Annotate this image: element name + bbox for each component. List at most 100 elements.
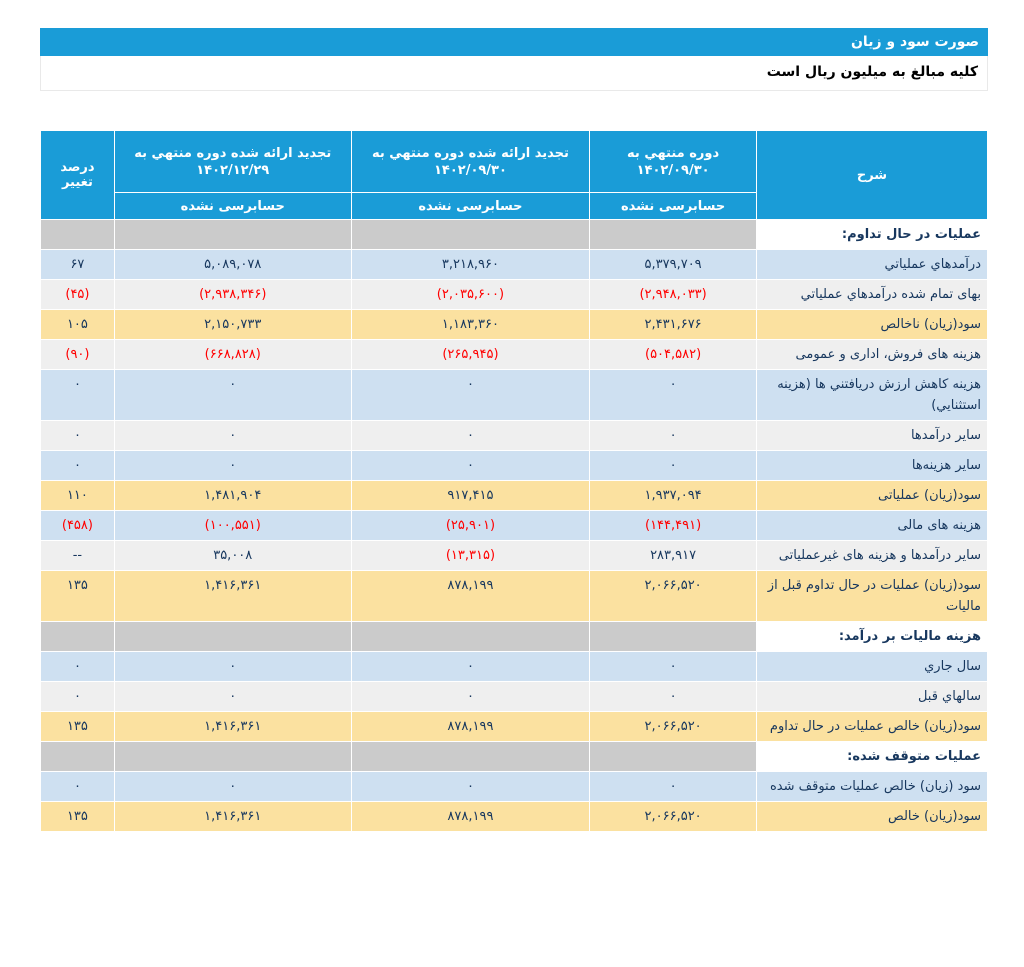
period-label: تجدید ارائه شده دوره منتهي به (371, 145, 569, 161)
row-label: سایر درآمدها و هزینه های غیرعملیاتی (755, 540, 989, 571)
header-row-main: شرح دوره منتهي به ۱۴۰۲/۰۹/۳۰ تجدید ارائه… (40, 130, 989, 220)
data-row: سود(زیان) عملیات در حال تداوم قبل از مال… (40, 570, 989, 622)
value-cell: ۰ (589, 420, 757, 451)
value-cell: (۵۰۴,۵۸۲) (589, 339, 757, 370)
data-row: سایر درآمدها ۰ ۰ ۰ ۰ (40, 420, 989, 451)
value-cell: ۸۷۸,۱۹۹ (350, 711, 591, 742)
value-cell: ۱,۴۸۱,۹۰۴ (113, 480, 352, 511)
value-cell: ۸۷۸,۱۹۹ (350, 570, 591, 622)
value-cell: ۱,۹۳۷,۰۹۴ (589, 480, 757, 511)
value-cell: ۰ (589, 771, 757, 802)
row-label: سال جاري (755, 651, 989, 682)
value-cell: (۲,۹۳۸,۳۴۶) (113, 279, 352, 310)
row-label: سایر درآمدها (755, 420, 989, 451)
data-row: بهای تمام شده درآمدهاي عملياتي (۲,۹۴۸,۰۳۳… (40, 279, 989, 310)
percent-cell: (۴۵) (40, 279, 115, 310)
value-cell (589, 741, 757, 772)
row-label: سود (زیان) خالص عملیات متوقف شده (755, 771, 989, 802)
data-row: درآمدهاي عملياتي ۵,۳۷۹,۷۰۹ ۳,۲۱۸,۹۶۰ ۵,۰۸۹,… (40, 249, 989, 280)
value-cell: ۱,۱۸۳,۳۶۰ (350, 309, 591, 340)
value-cell: ۱,۴۱۶,۳۶۱ (113, 711, 352, 742)
value-cell: (۱۴۴,۴۹۱) (589, 510, 757, 541)
value-cell: (۲,۹۴۸,۰۳۳) (589, 279, 757, 310)
section-label: عملیات متوقف شده: (755, 741, 989, 772)
percent-cell: ۱۳۵ (40, 711, 115, 742)
data-row: سود(زيان) ناخالص ۲,۴۳۱,۶۷۶ ۱,۱۸۳,۳۶۰ ۲,۱۵۰,… (40, 309, 989, 340)
percent-cell: ۰ (40, 771, 115, 802)
value-cell: (۲۶۵,۹۴۵) (350, 339, 591, 370)
data-row: هزینه های مالی (۱۴۴,۴۹۱) (۲۵,۹۰۱) (۱۰۰,۵۵۱)… (40, 510, 989, 541)
data-row: سایر هزینه‌ها ۰ ۰ ۰ ۰ (40, 450, 989, 481)
col-subheader-unaudited: حسابرسی نشده (113, 192, 352, 220)
row-label: هزینه های فروش، اداری و عمومی (755, 339, 989, 370)
section-row: عملیات در حال تداوم: (40, 219, 989, 250)
period-label: تجدید ارائه شده دوره منتهي به (134, 145, 332, 161)
row-label: سود(زيان) ناخالص (755, 309, 989, 340)
col-subheader-unaudited: حسابرسی نشده (350, 192, 591, 220)
income-statement-table: شرح دوره منتهي به ۱۴۰۲/۰۹/۳۰ تجدید ارائه… (40, 130, 989, 832)
value-cell: ۲۸۳,۹۱۷ (589, 540, 757, 571)
col-header-description: شرح (755, 130, 989, 220)
data-row: سالهاي قبل ۰ ۰ ۰ ۰ (40, 681, 989, 712)
value-cell: ۰ (113, 420, 352, 451)
section-label: هزینه مالیات بر درآمد: (755, 621, 989, 652)
value-cell: ۰ (350, 420, 591, 451)
section-row: هزینه مالیات بر درآمد: (40, 621, 989, 652)
value-cell: (۶۶۸,۸۲۸) (113, 339, 352, 370)
data-row: سال جاري ۰ ۰ ۰ ۰ (40, 651, 989, 682)
units-note-bar: کلیه مبالغ به میلیون ریال است (40, 56, 988, 91)
value-cell (589, 219, 757, 250)
percent-cell (40, 741, 115, 772)
data-row: سود(زیان) خالص عملیات در حال تداوم ۲,۰۶۶,… (40, 711, 989, 742)
value-cell: ۰ (113, 681, 352, 712)
value-cell: ۲,۰۶۶,۵۲۰ (589, 570, 757, 622)
value-cell: ۲,۰۶۶,۵۲۰ (589, 801, 757, 832)
percent-cell: ۰ (40, 420, 115, 451)
row-label: هزینه های مالی (755, 510, 989, 541)
value-cell: ۲,۰۶۶,۵۲۰ (589, 711, 757, 742)
report-title: صورت سود و زیان (850, 34, 979, 50)
value-cell: ۰ (589, 369, 757, 421)
value-cell: ۰ (589, 681, 757, 712)
value-cell: ۵,۳۷۹,۷۰۹ (589, 249, 757, 280)
col-header-restated-annual: تجدید ارائه شده دوره منتهي به ۱۴۰۲/۱۲/۲۹ (113, 130, 352, 193)
percent-cell: ۱۳۵ (40, 570, 115, 622)
report-container: صورت سود و زیان کلیه مبالغ به میلیون ریا… (40, 28, 989, 832)
section-label: عملیات در حال تداوم: (755, 219, 989, 250)
col-header-percent-change: درصد تغییر (40, 130, 115, 220)
percent-cell: ۶۷ (40, 249, 115, 280)
col-header-period-current: دوره منتهي به ۱۴۰۲/۰۹/۳۰ (589, 130, 757, 193)
value-cell: ۰ (350, 681, 591, 712)
value-cell (113, 219, 352, 250)
value-cell: ۳۵,۰۰۸ (113, 540, 352, 571)
data-row: هزینه کاهش ارزش دریافتني ها (هزینه استثن… (40, 369, 989, 421)
period-date: ۱۴۰۲/۱۲/۲۹ (196, 162, 270, 178)
period-date: ۱۴۰۲/۰۹/۳۰ (433, 162, 507, 178)
row-label: هزینه کاهش ارزش دریافتني ها (هزینه استثن… (755, 369, 989, 421)
row-label: بهای تمام شده درآمدهاي عملياتي (755, 279, 989, 310)
value-cell: ۰ (350, 369, 591, 421)
value-cell (589, 621, 757, 652)
percent-cell: ۰ (40, 651, 115, 682)
value-cell: ۰ (350, 771, 591, 802)
value-cell (350, 219, 591, 250)
col-header-restated-quarter: تجدید ارائه شده دوره منتهي به ۱۴۰۲/۰۹/۳۰ (350, 130, 591, 193)
period-label: دوره منتهي به (627, 145, 720, 161)
value-cell (113, 741, 352, 772)
header-row-audit: حسابرسی نشده حسابرسی نشده حسابرسی نشده (41, 192, 988, 220)
percent-cell: (۴۵۸) (40, 510, 115, 541)
percent-cell: ۰ (40, 369, 115, 421)
value-cell: ۰ (113, 651, 352, 682)
value-cell: ۰ (350, 450, 591, 481)
value-cell: (۲۵,۹۰۱) (350, 510, 591, 541)
percent-cell: -- (40, 540, 115, 571)
value-cell: (۱۳,۳۱۵) (350, 540, 591, 571)
data-row: سود (زیان) خالص عملیات متوقف شده ۰ ۰ ۰ ۰ (40, 771, 989, 802)
percent-cell: ۱۳۵ (40, 801, 115, 832)
period-date: ۱۴۰۲/۰۹/۳۰ (636, 162, 710, 178)
value-cell: (۲,۰۳۵,۶۰۰) (350, 279, 591, 310)
value-cell (350, 741, 591, 772)
value-cell (350, 621, 591, 652)
value-cell: ۸۷۸,۱۹۹ (350, 801, 591, 832)
data-row: سود(زیان) عملیاتی ۱,۹۳۷,۰۹۴ ۹۱۷,۴۱۵ ۱,۴۸۱,۹… (40, 480, 989, 511)
